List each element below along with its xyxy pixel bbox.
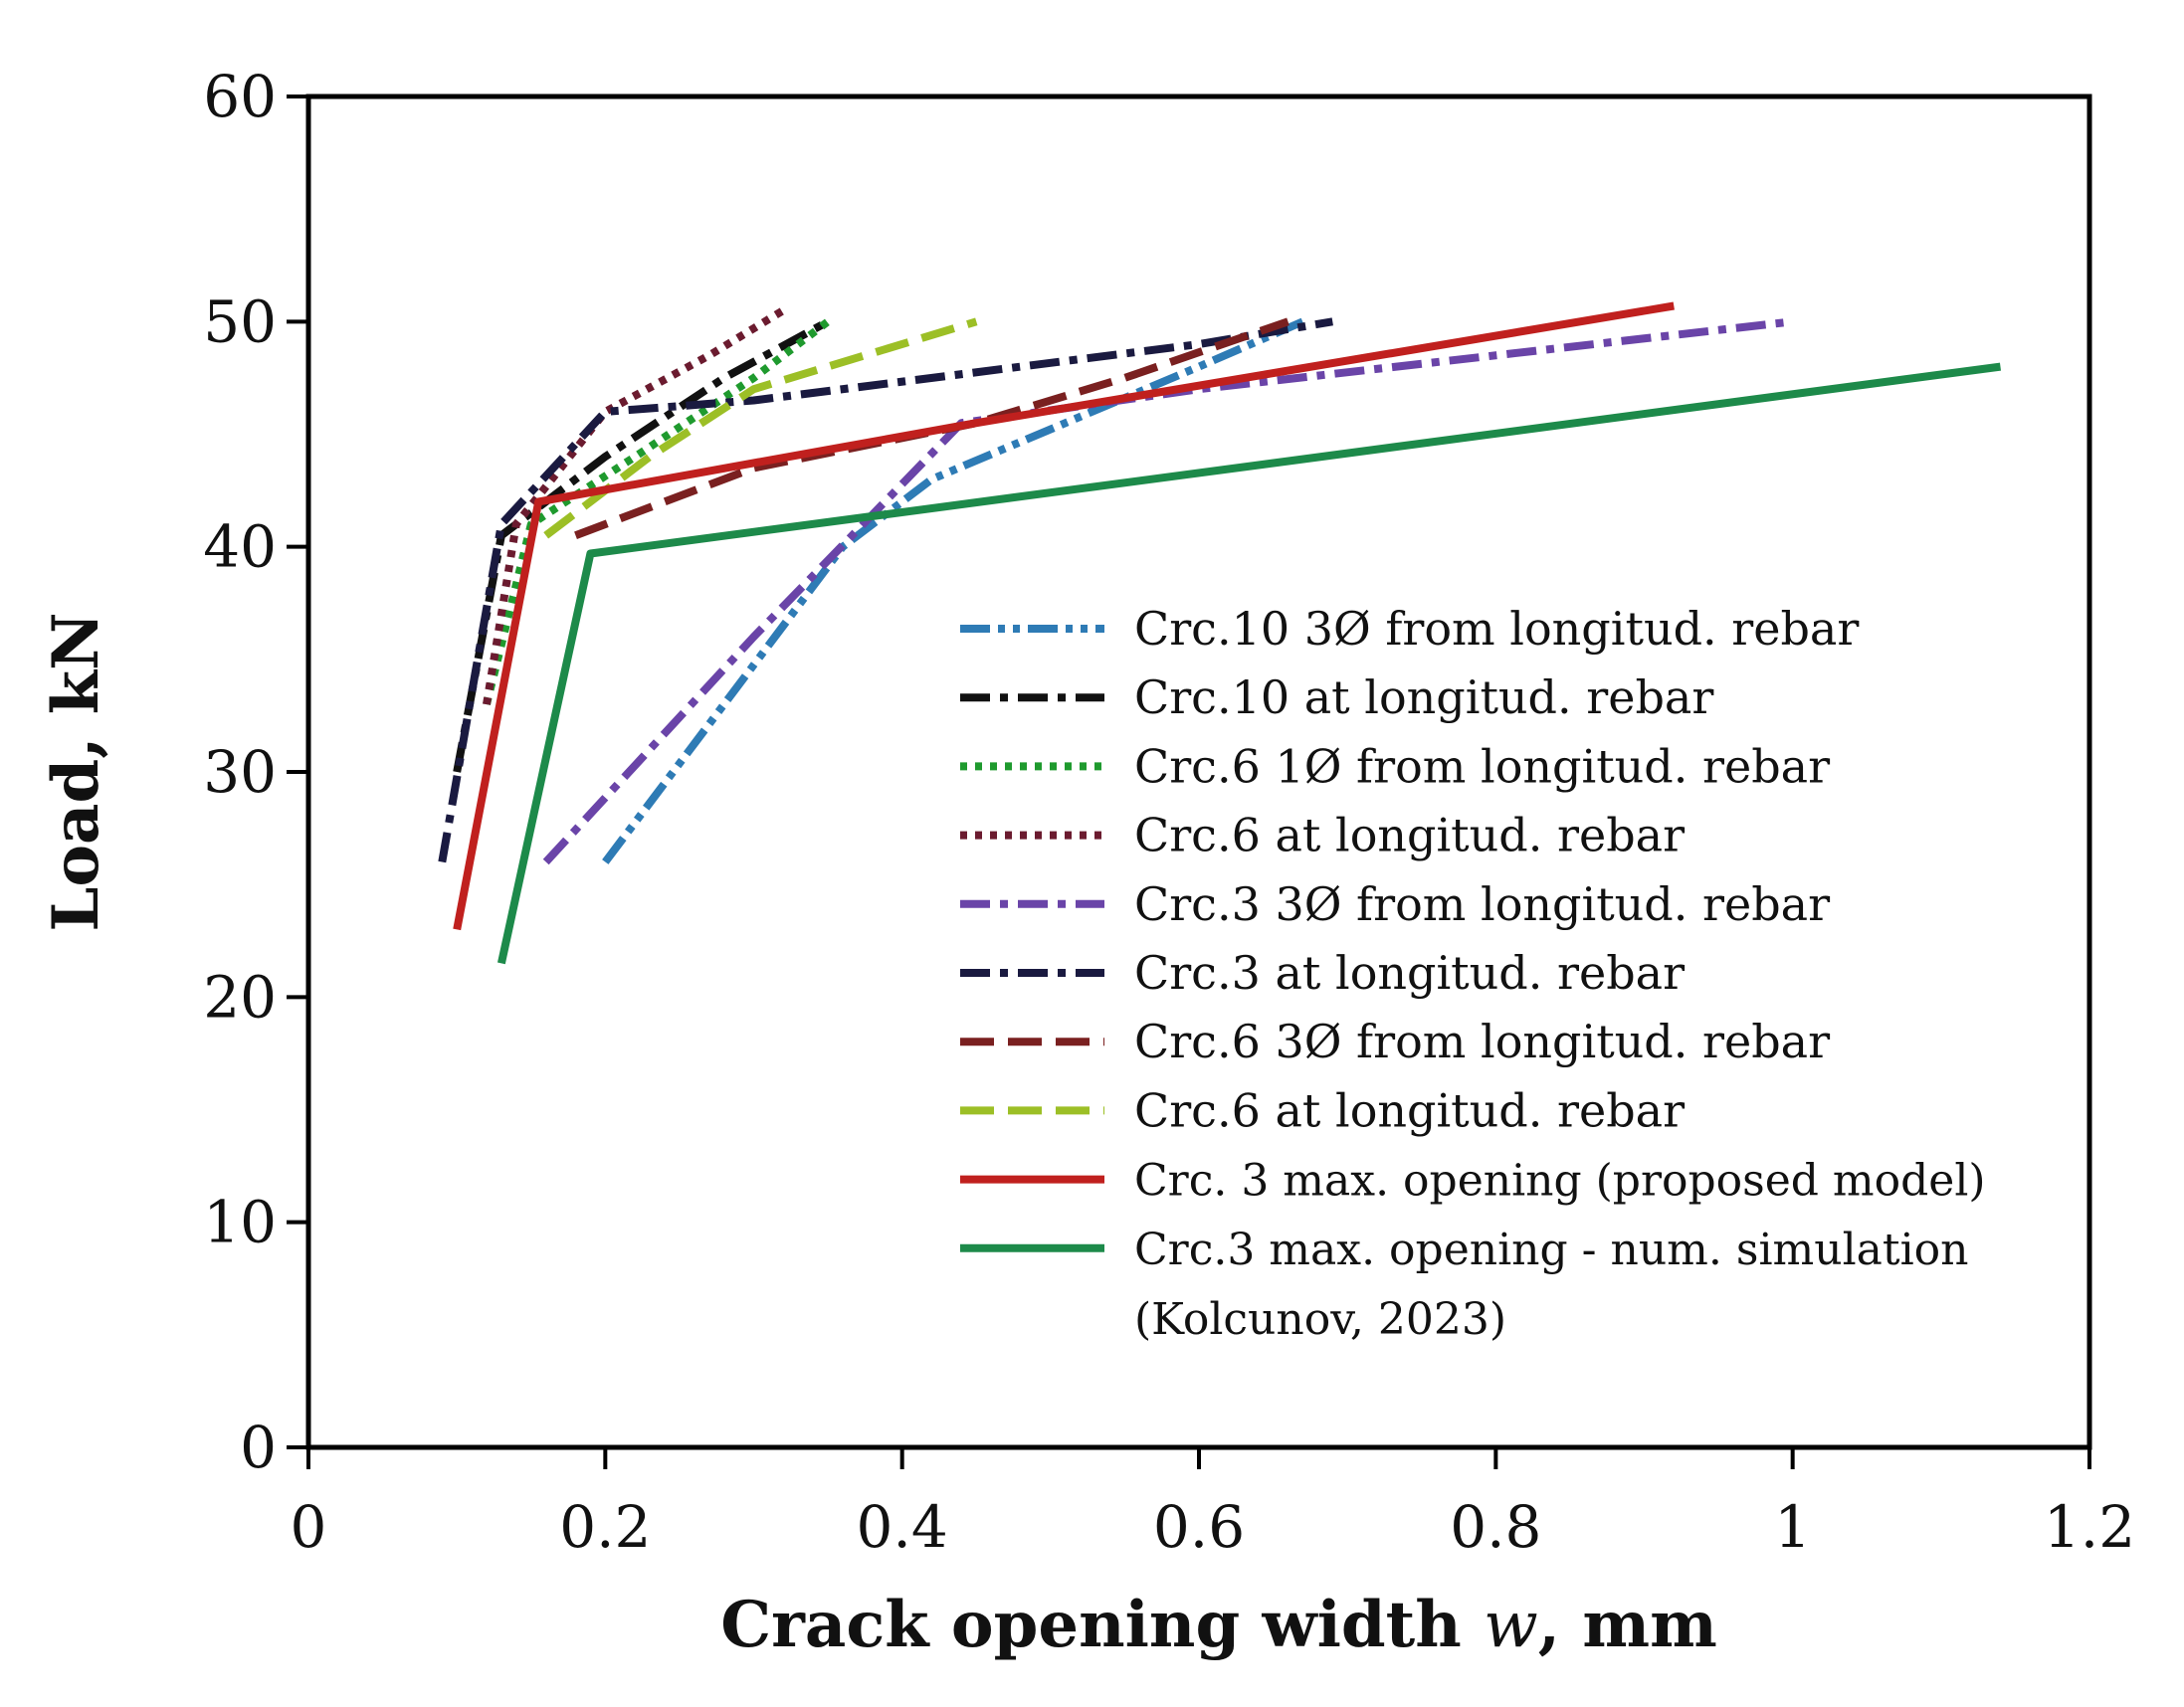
legend-label-10-line2: (Kolcunov, 2023) [1134, 1294, 1506, 1345]
legend-label-4: Crc.6 at longitud. rebar [1134, 809, 1685, 862]
series-line-9 [453, 301, 1675, 931]
series-line-3 [483, 318, 831, 706]
y-tick-label: 0 [240, 1414, 277, 1481]
x-axis-title-variable: w [1484, 1589, 1538, 1662]
legend-label-7: Crc.6 3Ø from longitud. rebar [1134, 1015, 1830, 1068]
legend-label-9: Crc. 3 max. opening (proposed model) [1134, 1156, 1986, 1207]
legend-label-1: Crc.10 3Ø from longitud. rebar [1134, 602, 1859, 656]
plot-lines [438, 301, 2002, 965]
x-tick-label: 0 [291, 1493, 327, 1561]
x-tick-label: 1.2 [2044, 1493, 2135, 1561]
legend-label-2: Crc.10 at longitud. rebar [1134, 670, 1713, 724]
x-axis-title-prefix: Crack opening width [720, 1588, 1484, 1662]
series-line-7 [574, 317, 1290, 540]
x-axis: 0 0.2 0.4 0.6 0.8 1 1.2 [291, 1447, 2135, 1561]
series-line-8 [543, 317, 978, 539]
x-tick-label: 0.4 [857, 1493, 948, 1561]
legend-label-5: Crc.3 3Ø from longitud. rebar [1134, 877, 1830, 931]
y-axis-title: Load, kN [39, 612, 113, 931]
y-tick-label: 10 [203, 1189, 277, 1256]
series-line-4 [483, 306, 786, 705]
series-line-1 [602, 317, 1304, 864]
y-tick-label: 30 [203, 738, 277, 806]
legend-label-8: Crc.6 at longitud. rebar [1134, 1083, 1685, 1137]
legend: Crc.10 3Ø from longitud. rebar Crc.10 at … [960, 602, 1986, 1345]
y-tick-label: 60 [203, 63, 277, 130]
x-tick-label: 1 [1774, 1493, 1811, 1561]
series-line-6 [438, 317, 1333, 863]
x-tick-label: 0.6 [1153, 1493, 1245, 1561]
legend-label-6: Crc.3 at longitud. rebar [1134, 946, 1685, 1000]
x-axis-title-suffix: , mm [1538, 1588, 1717, 1662]
series-line-10 [496, 362, 2002, 965]
y-axis: 0 10 20 30 40 50 60 [203, 63, 308, 1481]
y-tick-label: 20 [203, 963, 277, 1031]
legend-label-3: Crc.6 1Ø from longitud. rebar [1134, 739, 1830, 793]
legend-label-10: Crc.3 max. opening - num. simulation [1134, 1225, 1968, 1275]
y-tick-label: 50 [203, 287, 277, 355]
x-tick-label: 0.8 [1450, 1493, 1541, 1561]
x-tick-label: 0.2 [559, 1493, 651, 1561]
x-axis-title: Crack opening width w, mm [720, 1588, 1717, 1662]
y-tick-label: 40 [203, 513, 277, 581]
